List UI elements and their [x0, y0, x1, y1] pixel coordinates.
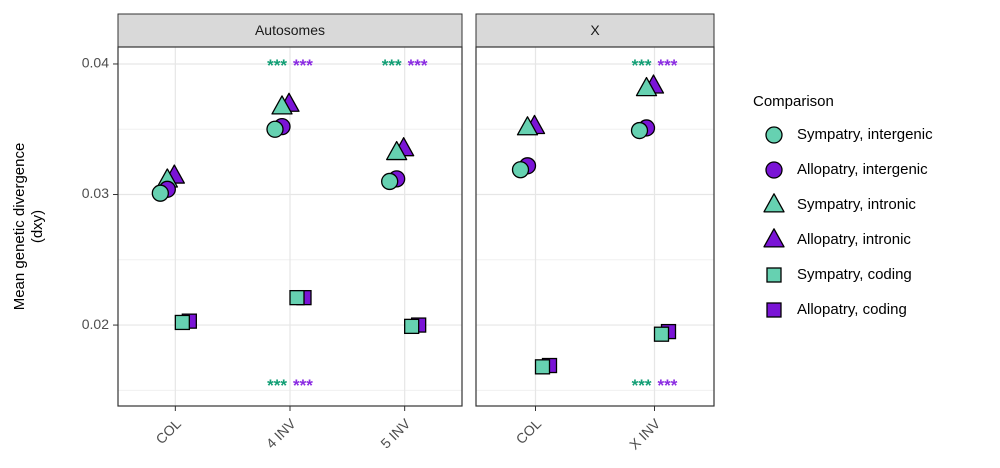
point-sym-intronic [516, 116, 539, 136]
legend-label: Allopatry, intronic [797, 231, 911, 248]
panel-background [476, 47, 714, 406]
facet-strip-label: Autosomes [255, 22, 325, 38]
panel-autosomes: Autosomes *** *** *** *** *** *** COL 4 INV 5 INV [117, 13, 463, 452]
significance-sympatry-top: *** [382, 56, 402, 75]
x-tick-label: 5 INV [377, 415, 414, 452]
legend-key-circle [765, 126, 783, 144]
legend-label: Allopatry, intergenic [797, 161, 928, 178]
legend-key-square [766, 267, 782, 283]
point-sym-intronic [271, 95, 293, 115]
legend-item-sym-intronic: Sympatry, intronic [763, 193, 916, 213]
significance-sympatry-top: *** [267, 56, 287, 75]
legend-label: Sympatry, intergenic [797, 126, 933, 143]
legend-item-sym-coding: Sympatry, coding [766, 266, 912, 283]
legend-label: Allopatry, coding [797, 301, 907, 318]
point-sym-intergenic [151, 184, 169, 202]
y-tick-label: 0.04 [82, 55, 109, 71]
point-sym-coding [174, 314, 190, 331]
legend-item-allo-intergenic: Allopatry, intergenic [765, 161, 928, 179]
point-sym-coding [404, 318, 420, 335]
point-sym-intergenic [511, 161, 530, 179]
y-axis-title-line: Mean genetic divergence [11, 143, 28, 311]
point-sym-intronic [635, 76, 658, 97]
facet-panels: Autosomes *** *** *** *** *** *** COL 4 INV 5 INV… [117, 13, 715, 453]
legend-key-triangle [763, 193, 785, 213]
significance-allopatry-bottom: *** [658, 376, 678, 395]
significance-sympatry-bottom: *** [267, 376, 287, 395]
y-axis-title-line: (dxy) [29, 210, 46, 243]
legend-item-sym-intergenic: Sympatry, intergenic [765, 126, 933, 144]
x-tick-label: X INV [626, 415, 664, 453]
point-sym-intergenic [630, 121, 649, 140]
facet-strip [117, 13, 463, 48]
y-tick-label: 0.03 [82, 185, 109, 201]
significance-sympatry-top: *** [632, 56, 652, 75]
y-axis-title: Mean genetic divergence (dxy) [11, 143, 46, 311]
panel-x: X *** *** *** *** COL X INV [475, 13, 715, 453]
significance-allopatry-top: *** [293, 56, 313, 75]
legend: Comparison Sympatry, intergenic Allopatry,… [753, 93, 933, 318]
legend-label: Sympatry, coding [797, 266, 912, 283]
legend-key-square [766, 302, 782, 318]
legend-title: Comparison [753, 93, 834, 110]
x-tick-label: 4 INV [263, 415, 300, 452]
significance-sympatry-bottom: *** [632, 376, 652, 395]
y-axis: 0.02 0.03 0.04 [82, 55, 118, 332]
point-sym-coding [534, 359, 551, 375]
legend-key-circle [765, 161, 783, 179]
point-sym-intergenic [266, 120, 284, 138]
point-sym-coding [289, 289, 305, 306]
panel-border [475, 46, 715, 407]
y-tick-label: 0.02 [82, 316, 109, 332]
point-sym-intergenic [381, 172, 399, 191]
significance-allopatry-bottom: *** [293, 376, 313, 395]
legend-item-allo-intronic: Allopatry, intronic [763, 228, 911, 248]
legend-label: Sympatry, intronic [797, 196, 916, 213]
x-tick-label: COL [513, 415, 545, 447]
x-tick-label: COL [152, 415, 184, 447]
legend-key-triangle [763, 228, 785, 248]
point-sym-coding [653, 326, 670, 342]
legend-item-allo-coding: Allopatry, coding [766, 301, 907, 318]
facet-strip-label: X [590, 22, 600, 38]
point-sym-intronic [386, 140, 408, 161]
significance-allopatry-top: *** [658, 56, 678, 75]
significance-allopatry-top: *** [408, 56, 428, 75]
facet-strip [475, 13, 715, 48]
